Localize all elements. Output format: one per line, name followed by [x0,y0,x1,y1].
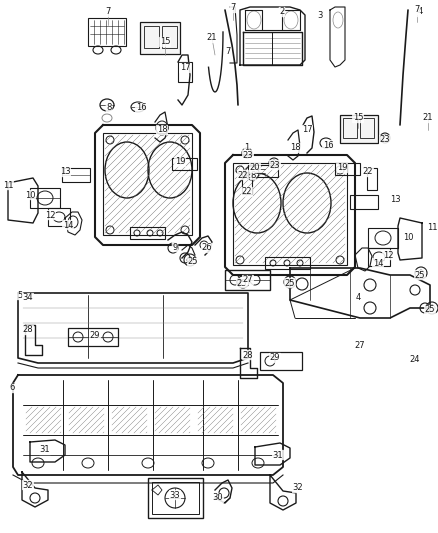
Text: 22: 22 [238,171,248,180]
Bar [103,133,192,235]
Text: 29: 29 [90,330,100,340]
Bar [368,228,398,248]
Bar [162,26,177,48]
Bar [367,168,377,190]
Text: 25: 25 [188,257,198,266]
Text: 10: 10 [25,190,35,199]
Text: 17: 17 [180,63,191,72]
Bar [68,328,118,346]
Bar [248,165,278,177]
Text: 32: 32 [23,481,33,489]
Text: 23: 23 [243,150,253,159]
Text: 19: 19 [337,164,347,173]
Text: 21: 21 [423,114,433,123]
Bar [48,208,70,226]
Bar [368,248,390,266]
Text: 18: 18 [290,143,300,152]
Text: 25: 25 [285,279,295,287]
Text: 32: 32 [293,483,303,492]
Bar [178,62,192,82]
Bar [140,22,180,54]
Text: 6: 6 [9,384,15,392]
Text: 27: 27 [243,276,253,285]
Text: 34: 34 [23,294,33,303]
Text: 11: 11 [3,181,13,190]
Text: 3: 3 [317,11,323,20]
Text: 4: 4 [417,7,423,17]
Text: 28: 28 [23,326,33,335]
Bar [335,163,360,175]
Text: 15: 15 [353,114,363,123]
Text: 22: 22 [363,167,373,176]
Bar [62,168,90,182]
Bar [130,227,165,239]
Bar [152,482,199,514]
Bar [340,115,378,143]
Text: 29: 29 [270,353,280,362]
Bar [30,188,60,208]
Text: 13: 13 [390,196,400,205]
Text: 1: 1 [244,143,250,152]
Text: 7: 7 [105,7,111,17]
Bar [260,352,302,370]
Text: 26: 26 [201,244,212,253]
Text: 8: 8 [250,171,256,180]
Bar [242,172,252,194]
Text: 23: 23 [380,135,390,144]
Text: 24: 24 [410,356,420,365]
Text: 14: 14 [63,221,73,230]
Text: 16: 16 [323,141,333,149]
Text: 14: 14 [373,259,383,268]
Text: 31: 31 [273,450,283,459]
Text: 28: 28 [243,351,253,359]
Text: 16: 16 [136,103,146,112]
Bar [343,118,357,138]
Text: 33: 33 [170,490,180,499]
Bar [88,18,126,46]
Text: 12: 12 [383,251,393,260]
Bar [233,163,347,265]
Text: 10: 10 [403,232,413,241]
Bar [265,257,310,269]
Text: 9: 9 [173,243,178,252]
Text: 22: 22 [242,188,252,197]
Text: 12: 12 [45,211,55,220]
Text: 25: 25 [237,279,247,287]
Text: 7: 7 [225,47,231,56]
Text: 23: 23 [270,160,280,169]
Text: 30: 30 [213,494,223,503]
Text: 21: 21 [207,34,217,43]
Text: 20: 20 [250,164,260,173]
Text: 13: 13 [60,167,71,176]
Bar [144,26,159,48]
Text: 19: 19 [175,157,185,166]
Text: 31: 31 [40,446,50,455]
Text: 4: 4 [355,294,360,303]
Bar [172,158,197,170]
Text: 17: 17 [302,125,312,134]
Bar [148,478,203,518]
Bar [360,118,374,138]
Text: 7: 7 [230,4,236,12]
Text: 15: 15 [160,37,170,46]
Text: 2: 2 [279,7,285,17]
Bar [225,270,270,290]
Text: 27: 27 [355,341,365,350]
Text: 25: 25 [415,271,425,279]
Text: 18: 18 [157,125,167,134]
Text: 11: 11 [427,223,437,232]
Text: 8: 8 [106,103,112,112]
Text: 7: 7 [414,5,420,14]
Text: 5: 5 [18,290,23,300]
Text: 25: 25 [425,305,435,314]
Bar [350,195,378,209]
